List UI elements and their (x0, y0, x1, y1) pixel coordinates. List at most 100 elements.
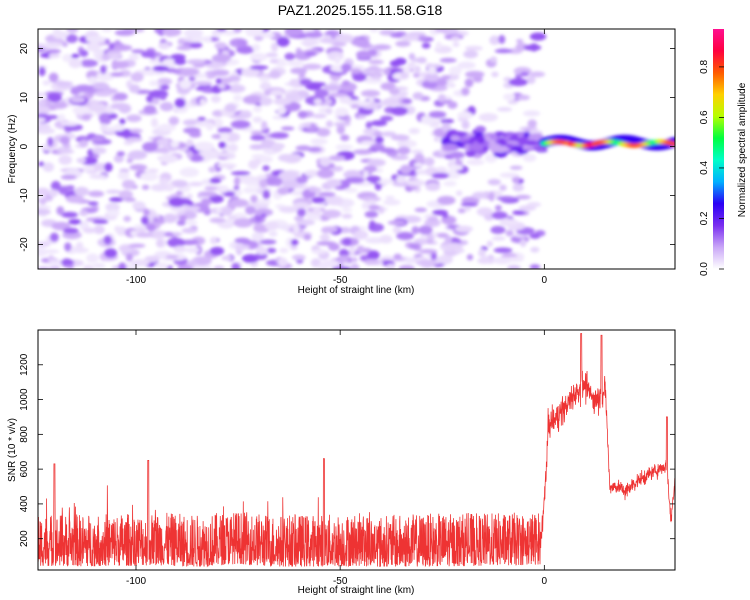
heatmap-cell (314, 88, 329, 98)
heatmap-cell (68, 58, 83, 69)
heatmap-cell (119, 118, 126, 125)
heatmap-cell (382, 97, 400, 107)
heatmap-cell (526, 75, 536, 85)
heatmap-cell (350, 68, 362, 74)
heatmap-cell (250, 134, 266, 141)
heatmap-cell (109, 197, 124, 203)
heatmap-cell (233, 29, 242, 33)
heatmap-cell (105, 189, 121, 194)
heatmap-cell (530, 246, 540, 253)
heatmap-cell (478, 112, 499, 122)
heatmap-cell (89, 174, 108, 180)
heatmap-cell (322, 84, 342, 92)
heatmap-cell (105, 202, 120, 212)
heatmap-cell (91, 147, 107, 155)
heatmap-cell (361, 196, 382, 202)
heatmap-cell (296, 219, 315, 226)
heatmap-cell (259, 82, 272, 91)
heatmap-cell (455, 225, 473, 233)
heatmap-cell (286, 153, 302, 161)
heatmap-cell (414, 65, 421, 75)
heatmap-cell (183, 205, 201, 212)
heatmap-cell (392, 226, 402, 235)
heatmap-cell (168, 197, 186, 208)
heatmap-cell (265, 52, 279, 58)
heatmap-cell (356, 100, 371, 106)
heatmap-cell (390, 134, 410, 141)
heatmap-cell (418, 225, 433, 235)
heatmap-cell (93, 225, 105, 235)
heatmap-cell (493, 247, 513, 254)
heatmap-cell (498, 34, 506, 44)
heatmap-cell (421, 79, 439, 89)
heatmap-cell (477, 257, 493, 264)
heatmap-cell (312, 113, 327, 119)
heatmap-cell (93, 90, 113, 97)
heatmap-cell (222, 191, 236, 197)
heatmap-cell (256, 247, 268, 255)
heatmap-cell (236, 45, 255, 54)
heatmap-cell (408, 127, 420, 135)
heatmap-cell (305, 216, 323, 221)
heatmap-cell (505, 256, 524, 263)
heatmap-cell (353, 230, 369, 240)
heatmap-cell (165, 255, 179, 260)
heatmap-cell (431, 172, 450, 179)
heatmap-cell (372, 44, 392, 51)
heatmap-cell (106, 209, 120, 217)
heatmap-cell (325, 120, 334, 128)
heatmap-cell (355, 50, 372, 60)
heatmap-cell (58, 186, 69, 195)
heatmap-cell (526, 202, 542, 208)
heatmap-cell (298, 70, 306, 80)
heatmap-cell (367, 250, 380, 260)
heatmap-cell (216, 163, 237, 169)
heatmap-cell (118, 262, 127, 269)
heatmap-cell (75, 241, 84, 251)
heatmap-cell (457, 61, 476, 70)
colorbar: 0.0 0.2 0.4 0.6 0.8 Normalized spectral ampl… (699, 29, 748, 276)
heatmap-cell (219, 132, 230, 141)
heatmap-cell (366, 158, 386, 167)
heatmap-cell (319, 156, 331, 167)
heatmap-cell (231, 262, 241, 269)
heatmap-cell (311, 248, 327, 255)
heatmap-cell (434, 29, 449, 33)
heatmap-cell (277, 106, 287, 115)
heatmap-cell (92, 82, 109, 90)
heatmap-cell (406, 179, 426, 187)
heatmap-cell (307, 147, 322, 153)
heatmap-cell (494, 146, 508, 153)
heatmap-cell (79, 220, 90, 230)
y-tick-label: 10 (19, 92, 30, 104)
heatmap-cell (341, 207, 353, 213)
heatmap-cell (60, 259, 75, 266)
heatmap-cell (146, 223, 156, 232)
heatmap-cell (368, 59, 384, 65)
heatmap-cell (161, 58, 177, 69)
heatmap-cell (313, 98, 323, 105)
heatmap-cell (241, 67, 260, 78)
heatmap-cell (53, 81, 73, 86)
heatmap-cell (499, 172, 519, 178)
heatmap-cell (168, 116, 180, 126)
heatmap-cell (114, 225, 121, 233)
heatmap-cell (56, 149, 75, 154)
heatmap-cell (38, 187, 50, 196)
heatmap-cell (164, 231, 174, 237)
heatmap-cell (201, 149, 221, 160)
heatmap-cell (43, 42, 63, 48)
heatmap-cell (279, 247, 289, 253)
heatmap-cell (304, 51, 317, 57)
heatmap-cell (464, 70, 485, 78)
spectrogram-frame (37, 28, 676, 270)
snr-axes: -100 -50 0 200 400 600 800 1000 1200 (19, 330, 675, 587)
heatmap-cell (269, 58, 279, 64)
heatmap-cell (110, 72, 124, 77)
heatmap-cell (293, 202, 311, 209)
heatmap-cell (331, 165, 344, 172)
heatmap-cell (308, 186, 317, 193)
heatmap-cell (425, 182, 441, 192)
heatmap-cell (416, 57, 427, 64)
